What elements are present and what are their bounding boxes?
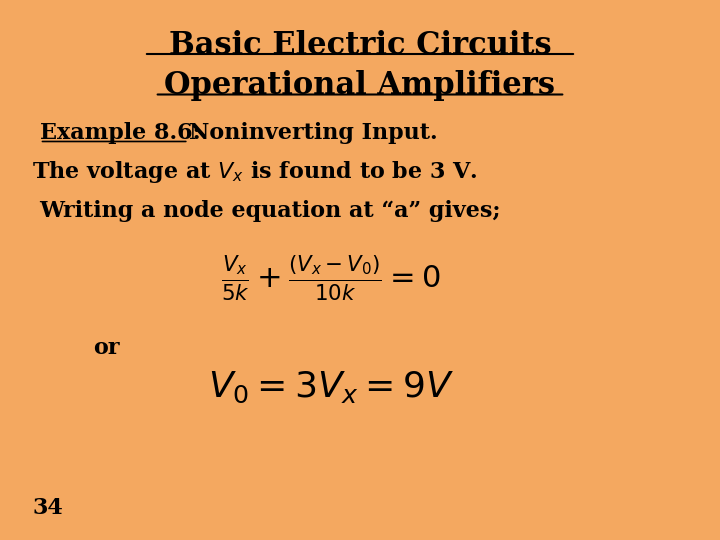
Text: The voltage at $V_x$ is found to be 3 V.: The voltage at $V_x$ is found to be 3 V. [32, 159, 478, 185]
Text: Writing a node equation at “a” gives;: Writing a node equation at “a” gives; [40, 200, 501, 222]
Text: $\frac{V_x}{5k}+\frac{(V_x-V_0)}{10k}=0$: $\frac{V_x}{5k}+\frac{(V_x-V_0)}{10k}=0$ [222, 254, 441, 303]
Text: Basic Electric Circuits: Basic Electric Circuits [168, 30, 552, 60]
Text: Example 8.6:: Example 8.6: [40, 122, 216, 144]
Text: Operational Amplifiers: Operational Amplifiers [164, 70, 556, 101]
Text: 34: 34 [32, 497, 63, 519]
Text: Noninverting Input.: Noninverting Input. [189, 122, 437, 144]
Text: $V_0=3V_x=9V$: $V_0=3V_x=9V$ [208, 370, 454, 405]
Text: or: or [94, 338, 120, 360]
